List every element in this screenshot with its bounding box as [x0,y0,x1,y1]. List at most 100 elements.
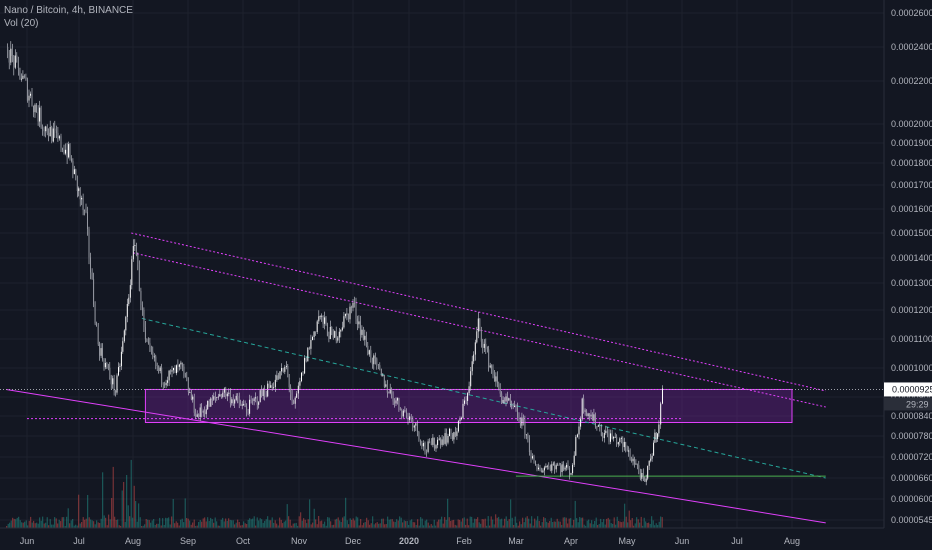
volume-bar [210,517,212,528]
volume-bar [658,521,660,528]
volume-bar [169,524,171,528]
volume-bar [157,523,159,528]
volume-bar [12,517,14,528]
volume-bar [481,519,483,528]
volume-bar [441,516,443,528]
time-tick-label: Aug [125,536,141,546]
candle-body [566,464,568,468]
candle-body [589,413,590,417]
candle-body [135,245,137,256]
trend-line[interactable] [132,252,826,408]
volume-bar [40,520,42,528]
volume-bar [177,522,179,528]
candle-body [394,401,395,404]
volume-bar [90,519,92,528]
volume-bar [637,519,639,528]
candle-body [152,351,154,358]
volume-bar [54,517,56,528]
candle-body [519,420,521,426]
candle-body [337,337,339,341]
volume-bar [432,525,434,528]
volume-bar [498,516,500,528]
volume-bars [6,459,663,528]
candle-body [416,423,418,432]
candle-body [454,432,456,436]
candle-body [232,399,234,404]
price-axis[interactable]: 0.0002600 0.0002400 0.0002200 0.0002000 0.00… [883,0,932,550]
volume-bar [628,510,630,528]
volume-bar [655,523,657,528]
volume-bar [495,514,497,528]
volume-bar [240,525,242,528]
candle-body [231,399,233,404]
volume-bar [472,522,474,528]
volume-bar [103,515,105,528]
volume-bar [360,519,362,528]
drawings[interactable] [6,232,826,524]
candle-body [524,421,526,435]
candle-body [171,370,173,372]
volume-bar [547,522,549,528]
volume-bar [60,521,62,528]
time-tick-label: Jul [731,536,743,546]
candle-body [429,441,431,443]
volume-bar [552,522,554,528]
volume-bar [300,512,302,528]
candle-body [249,399,251,414]
volume-bar [424,520,426,528]
volume-bar [414,522,416,528]
volume-bar [376,522,378,528]
candle-body [229,392,231,404]
volume-bar [51,524,53,528]
volume-bar [372,516,374,528]
trend-line[interactable] [141,317,826,479]
candle-body [444,433,446,444]
volume-bar [42,516,44,528]
candle-body [584,410,586,412]
candle-body [639,471,641,479]
volume-bar [502,525,504,528]
volume-bar [139,517,141,528]
volume-bar [651,516,653,528]
candle-body [642,473,644,477]
candle-body [69,144,71,159]
price-tick-label: 0.0000660 [891,473,932,483]
volume-bar [217,525,219,528]
volume-bar [307,519,309,528]
candle-body [138,264,140,291]
candle-body [307,347,309,362]
candle-body [250,399,252,401]
volume-bar [288,516,290,528]
candle-body [343,316,345,328]
volume-bar [112,466,114,528]
volume-bar [46,517,48,528]
candle-body [208,400,210,407]
candle-body [112,378,114,385]
time-tick-label: Jun [20,536,35,546]
candle-body [457,421,459,432]
volume-bar [96,520,98,528]
candle-body [391,389,393,395]
candle-body [467,393,469,401]
volume-bar [511,517,513,528]
candle-body [174,367,176,373]
candle-body [235,395,237,400]
trend-line[interactable] [131,232,826,392]
candle-body [603,433,605,439]
volume-bar [352,518,354,528]
candle-body [551,464,553,471]
candle-body [129,285,131,298]
volume-bar [363,522,365,528]
price-tick-label: 0.0000600 [891,494,932,504]
volume-bar [43,523,45,528]
candle-body [522,417,524,421]
volume-bar [391,519,393,528]
trend-line[interactable] [6,388,826,524]
candle-body [564,467,566,470]
volume-bar [357,517,359,528]
volume-bar [126,475,128,528]
candle-body [581,398,583,420]
volume-bar [468,525,470,528]
time-axis[interactable]: Jun Jul Aug Sep Oct Nov Dec 2020 Feb Mar Apr May Jun… [0,527,884,550]
